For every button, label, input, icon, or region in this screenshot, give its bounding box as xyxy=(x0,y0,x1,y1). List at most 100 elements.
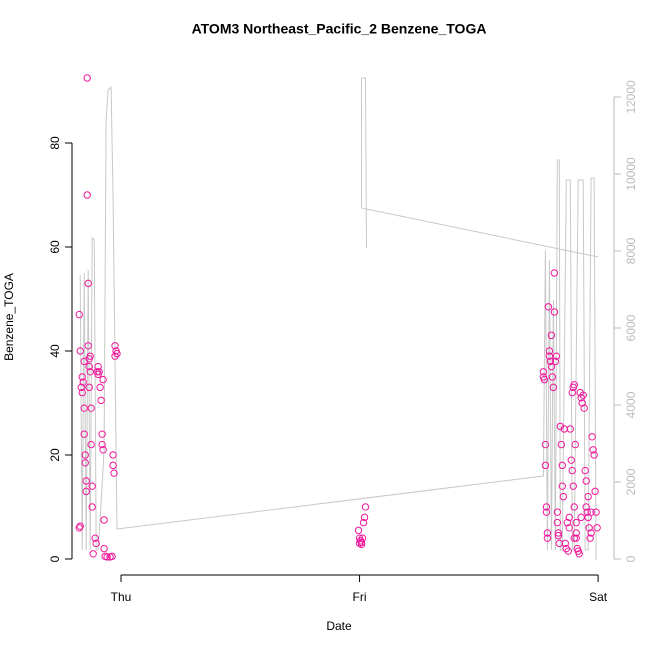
data-point xyxy=(558,461,567,470)
data-point xyxy=(592,508,600,516)
data-point xyxy=(109,461,117,470)
data-point xyxy=(75,310,83,319)
data-point xyxy=(565,524,573,532)
data-point xyxy=(572,518,580,527)
data-point xyxy=(76,522,84,530)
data-point xyxy=(566,425,574,433)
data-point xyxy=(78,373,86,381)
data-point xyxy=(549,383,558,392)
y2-tick-label: 0 xyxy=(624,555,638,562)
data-point xyxy=(539,368,548,376)
data-point xyxy=(570,503,578,511)
data-point xyxy=(103,553,111,561)
data-point xyxy=(552,352,561,360)
y2-tick-label: 6000 xyxy=(624,314,638,341)
data-point xyxy=(541,461,550,470)
data-point xyxy=(547,362,556,371)
data-point xyxy=(100,544,108,553)
y2-tick-label: 12000 xyxy=(624,80,638,114)
data-point xyxy=(540,375,549,384)
y-tick-label: 80 xyxy=(48,136,62,150)
data-point xyxy=(88,503,96,511)
data-point xyxy=(354,526,363,535)
data-point xyxy=(550,269,559,277)
data-point xyxy=(585,524,593,532)
data-point xyxy=(563,518,571,527)
data-point xyxy=(542,503,551,511)
y-tick-label: 60 xyxy=(48,240,62,254)
data-point xyxy=(545,347,554,355)
data-point xyxy=(587,529,595,537)
data-point xyxy=(83,74,91,82)
data-point xyxy=(561,539,569,548)
y2-tick-label: 2000 xyxy=(624,468,638,495)
data-point xyxy=(92,539,100,548)
data-point xyxy=(582,477,590,485)
data-point xyxy=(553,508,562,516)
data-point xyxy=(581,466,589,475)
data-point xyxy=(91,534,99,542)
data-point xyxy=(545,352,554,360)
data-point xyxy=(89,550,97,558)
data-point xyxy=(590,451,598,459)
data-point xyxy=(591,487,599,496)
data-point xyxy=(81,459,89,467)
y-axis-label: Benzene_TOGA xyxy=(2,273,16,361)
data-point xyxy=(544,303,553,311)
y2-tick-label: 8000 xyxy=(624,237,638,264)
data-point xyxy=(79,378,87,386)
data-point xyxy=(564,547,572,555)
data-point xyxy=(586,534,594,542)
data-point xyxy=(81,451,89,459)
data-point xyxy=(99,446,107,454)
data-point xyxy=(554,529,563,537)
data-point xyxy=(85,362,93,371)
data-point xyxy=(583,508,591,516)
data-point xyxy=(577,513,585,522)
data-point xyxy=(582,503,590,511)
data-point xyxy=(565,513,573,522)
data-point xyxy=(361,503,370,511)
data-point xyxy=(568,466,576,475)
data-point xyxy=(572,534,580,542)
data-point xyxy=(84,279,92,288)
x-tick-label: Thu xyxy=(111,590,132,604)
data-point xyxy=(559,492,568,501)
chart-title: ATOM3 Northeast_Pacific_2 Benzene_TOGA xyxy=(192,21,487,37)
data-point xyxy=(571,440,579,449)
x-tick-label: Fri xyxy=(353,590,367,604)
y-tick-label: 20 xyxy=(48,448,62,462)
data-point xyxy=(558,482,567,490)
data-point xyxy=(77,383,85,392)
data-point xyxy=(570,534,578,542)
data-point xyxy=(82,487,90,496)
data-point xyxy=(551,357,560,366)
data-point xyxy=(593,524,601,532)
data-point xyxy=(96,383,104,392)
data-point xyxy=(80,404,88,412)
data-point xyxy=(110,469,118,477)
data-point xyxy=(584,492,592,501)
data-point xyxy=(568,388,576,397)
data-point xyxy=(98,430,106,438)
data-point xyxy=(557,440,566,449)
y-tick-label: 40 xyxy=(48,344,62,358)
data-point xyxy=(80,430,88,438)
data-point xyxy=(86,368,94,376)
data-point xyxy=(543,534,552,542)
data-point xyxy=(550,308,559,316)
y2-tick-label: 4000 xyxy=(624,391,638,418)
data-point xyxy=(357,538,366,547)
data-point xyxy=(99,375,107,384)
data-point xyxy=(542,508,551,516)
data-point xyxy=(82,477,90,485)
data-point xyxy=(111,342,119,350)
data-point xyxy=(569,482,577,490)
data-point xyxy=(587,508,595,516)
data-point xyxy=(360,513,369,522)
data-point xyxy=(84,342,92,350)
data-point xyxy=(88,482,96,490)
data-point xyxy=(570,381,578,389)
